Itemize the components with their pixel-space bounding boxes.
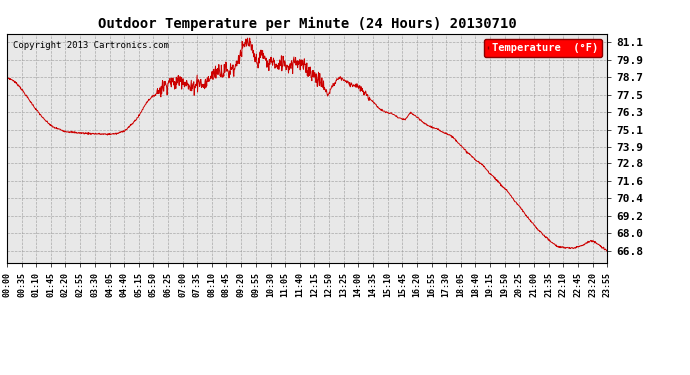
- Text: Copyright 2013 Cartronics.com: Copyright 2013 Cartronics.com: [13, 40, 169, 50]
- Legend: Temperature  (°F): Temperature (°F): [484, 39, 602, 57]
- Title: Outdoor Temperature per Minute (24 Hours) 20130710: Outdoor Temperature per Minute (24 Hours…: [98, 17, 516, 31]
